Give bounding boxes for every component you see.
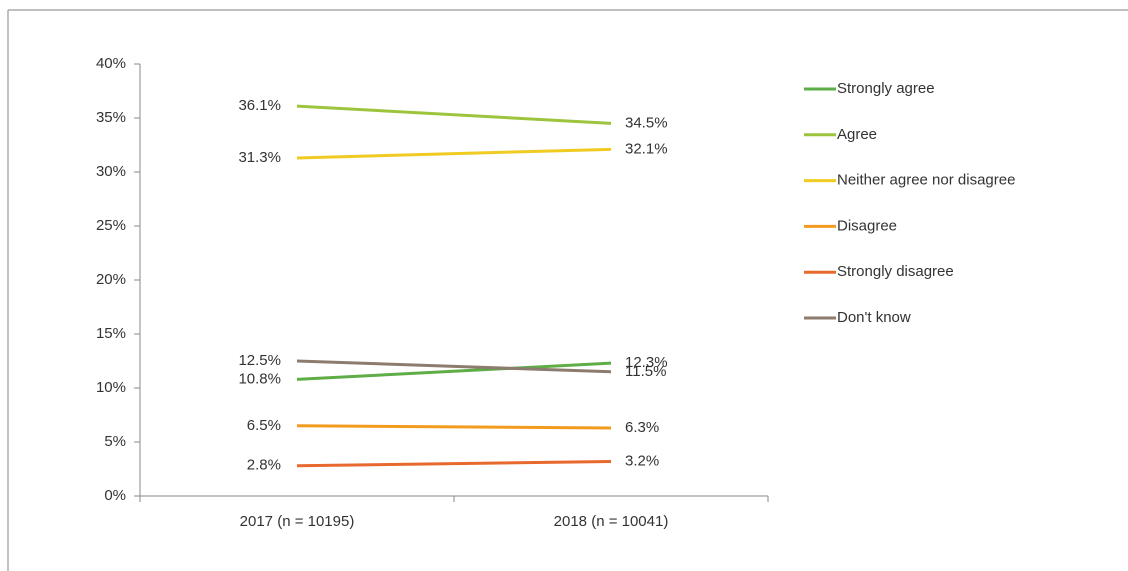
x-tick-label: 2017 (n = 10195) xyxy=(240,513,355,530)
line xyxy=(296,361,612,381)
data-label: 3.2% xyxy=(625,452,659,469)
legend-label: Strongly disagree xyxy=(837,263,954,280)
y-tick-label: 40% xyxy=(96,55,126,72)
y-tick-label: 10% xyxy=(96,379,126,396)
x-tick-label: 2018 (n = 10041) xyxy=(554,513,669,530)
y-tick-label: 35% xyxy=(96,109,126,126)
data-label: 12.5% xyxy=(238,352,281,369)
legend-label: Agree xyxy=(837,126,877,143)
data-label: 34.5% xyxy=(625,114,668,131)
line xyxy=(296,104,612,125)
line xyxy=(296,147,612,160)
legend-label: Disagree xyxy=(837,217,897,234)
data-label: 12.3% xyxy=(625,354,668,371)
y-tick-label: 25% xyxy=(96,217,126,234)
data-label: 36.1% xyxy=(238,97,281,114)
legend-label: Neither agree nor disagree xyxy=(837,172,1015,189)
y-tick-label: 0% xyxy=(104,487,126,504)
data-label: 11.5% xyxy=(625,363,666,380)
data-label: 6.3% xyxy=(625,419,659,436)
data-label: 10.8% xyxy=(238,370,281,387)
data-label: 2.8% xyxy=(247,457,281,474)
data-label: 31.3% xyxy=(238,149,281,166)
y-tick-label: 30% xyxy=(96,163,126,180)
legend-label: Strongly agree xyxy=(837,80,935,97)
line xyxy=(296,459,612,468)
y-tick-label: 15% xyxy=(96,325,126,342)
y-tick-label: 20% xyxy=(96,271,126,288)
legend-label: Don't know xyxy=(837,309,911,326)
line xyxy=(296,359,612,374)
data-label: 6.5% xyxy=(247,417,281,434)
line xyxy=(296,424,612,430)
y-tick-label: 5% xyxy=(104,433,126,450)
data-label: 32.1% xyxy=(625,140,668,157)
